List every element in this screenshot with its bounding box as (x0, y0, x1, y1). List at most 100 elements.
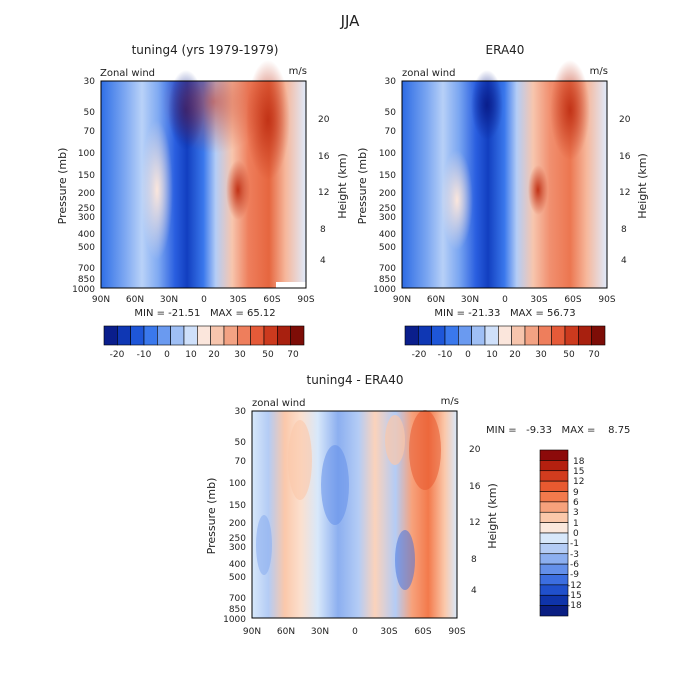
colorbar-label: -18 (567, 601, 582, 611)
colorbar-swatch (524, 325, 539, 346)
colorbar-labels: -20 -10 0 10 20 30 50 70 (110, 350, 299, 360)
y-tick-label: 1000 (72, 285, 95, 295)
x-tick-label: 90S (448, 627, 465, 637)
colorbar-swatch (511, 325, 526, 346)
colorbar-swatch (418, 325, 432, 346)
colorbar-swatch (539, 574, 569, 586)
y-tick-label: 30 (84, 77, 96, 87)
colorbar-label: -9 (570, 570, 579, 580)
min-max-stats: MIN = -21.33 MAX = 56.73 (434, 308, 575, 319)
y-tick-label: 300 (229, 543, 246, 553)
colorbar-swatch (539, 594, 569, 606)
colorbar-swatch (578, 325, 592, 346)
y-axis-label: Pressure (mb) (205, 478, 218, 555)
x-tick-label: 30S (530, 295, 547, 305)
colorbar-label: -20 (412, 350, 427, 360)
x-ticks: 90N 60N 30N 0 30S 60S 90S (92, 295, 315, 305)
y-tick-label: 250 (379, 204, 396, 214)
colorbar-swatch (290, 325, 305, 346)
colorbar-swatches (103, 325, 305, 346)
y-tick-label: 1000 (373, 285, 396, 295)
colorbar-label: -15 (567, 591, 582, 601)
y-tick-label: 100 (78, 149, 95, 159)
x-tick-label: 30N (311, 627, 329, 637)
y-tick-label: 200 (78, 189, 95, 199)
x-ticks: 90N 60N 30N 0 30S 60S 90S (243, 627, 466, 637)
colorbar-swatch (263, 325, 278, 346)
colorbar-labels: -20 -10 0 10 20 30 50 70 (412, 350, 600, 360)
figure-title: JJA (340, 12, 361, 30)
panel-difference: tuning4 - ERA40 zonal wind m/s 30 50 70 … (205, 373, 630, 637)
colorbar-swatch (237, 325, 251, 346)
x-tick-label: 0 (201, 295, 207, 305)
variable-label: Zonal wind (100, 68, 155, 79)
colorbar-label: 0 (465, 350, 471, 360)
colorbar-label: -12 (567, 581, 582, 591)
colorbar-swatch (210, 325, 225, 346)
colorbar-swatch (277, 325, 291, 346)
x-tick-label: 30N (160, 295, 178, 305)
x-tick-label: 60N (277, 627, 295, 637)
y-right-tick-label: 8 (471, 555, 477, 565)
y-right-tick-label: 16 (469, 482, 481, 492)
y-tick-label: 50 (385, 108, 397, 118)
y-right-ticks: 20 16 12 8 4 (619, 115, 631, 266)
colorbar-label: -10 (137, 350, 152, 360)
colorbar-label: 50 (262, 350, 274, 360)
plot-frame (251, 410, 458, 619)
colorbar-label: 30 (535, 350, 547, 360)
y-right-tick-label: 20 (469, 445, 481, 455)
y-tick-label: 500 (78, 243, 95, 253)
colorbar-label: 6 (573, 498, 579, 508)
units-label: m/s (289, 66, 307, 77)
colorbar-swatch (564, 325, 579, 346)
y-tick-label: 850 (379, 275, 396, 285)
colorbar-swatch (471, 325, 486, 346)
colorbar: -20 -10 0 10 20 30 50 70 (103, 325, 305, 360)
y-tick-label: 150 (379, 171, 396, 181)
x-tick-label: 30N (461, 295, 479, 305)
colorbar-swatch (498, 325, 512, 346)
colorbar-swatch (458, 325, 472, 346)
y-tick-label: 700 (78, 264, 95, 274)
colorbar-swatch (197, 325, 211, 346)
x-ticks: 90N 60N 30N 0 30S 60S 90S (393, 295, 616, 305)
x-tick-label: 30S (380, 627, 397, 637)
colorbar-swatch (539, 511, 569, 523)
colorbar-label: -1 (570, 539, 579, 549)
x-tick-label: 90N (92, 295, 110, 305)
colorbar-swatch (539, 449, 569, 461)
y-right-tick-label: 12 (469, 518, 480, 528)
colorbar-label: 10 (486, 350, 498, 360)
y-ticks: 30 50 70 100 150 200 250 300 400 500 700… (223, 407, 246, 625)
colorbar-swatch (170, 325, 185, 346)
y-right-tick-label: 12 (318, 188, 329, 198)
units-label: m/s (590, 66, 608, 77)
colorbar-swatch (130, 325, 145, 346)
y-right-ticks: 20 16 12 8 4 (318, 115, 330, 266)
colorbar-label: 3 (573, 508, 579, 518)
y-right-tick-label: 16 (318, 152, 330, 162)
contour-field (252, 410, 457, 618)
colorbar-swatch (539, 584, 569, 596)
y-ticks: 30 50 70 100 150 200 250 300 400 500 700… (72, 77, 95, 295)
y-tick-label: 100 (379, 149, 396, 159)
colorbar-swatch (591, 325, 606, 346)
colorbar-swatch (103, 325, 118, 346)
colorbar-swatch (539, 460, 569, 472)
x-tick-label: 90N (393, 295, 411, 305)
y-right-ticks: 20 16 12 8 4 (469, 445, 481, 596)
y-tick-label: 200 (229, 519, 246, 529)
colorbar-label: 18 (573, 457, 585, 467)
units-label: m/s (441, 396, 459, 407)
y-tick-label: 150 (229, 501, 246, 511)
y-tick-label: 50 (235, 438, 247, 448)
colorbar-swatch (183, 325, 198, 346)
colorbar-swatch (539, 553, 569, 565)
y-tick-label: 400 (229, 560, 246, 570)
y-tick-label: 850 (78, 275, 95, 285)
colorbar-label: 15 (573, 467, 584, 477)
colorbar-swatch (444, 325, 459, 346)
colorbar-swatches (539, 449, 569, 617)
y-right-axis-label: Height (km) (486, 483, 499, 549)
